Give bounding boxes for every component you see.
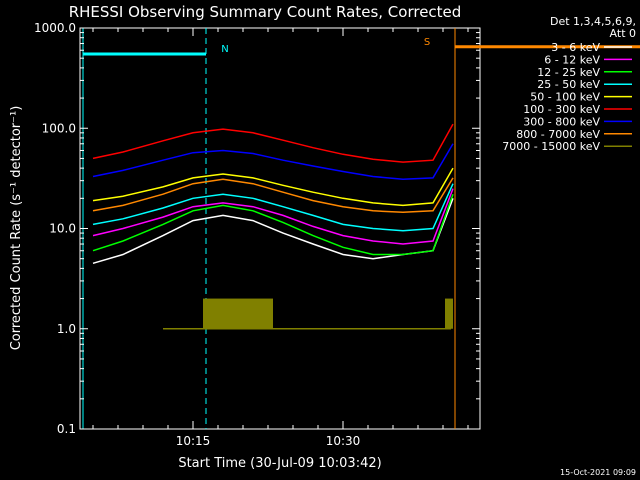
plot-frame bbox=[79, 27, 481, 430]
legend-label-6: 300 - 800 keV bbox=[523, 115, 600, 128]
series-bar-1 bbox=[445, 298, 453, 329]
series-line-1-0 bbox=[92, 188, 454, 245]
x-tick-label-1: 10:30 bbox=[326, 434, 361, 448]
chart-title: RHESSI Observing Summary Count Rates, Co… bbox=[69, 3, 462, 21]
series-line-4-0 bbox=[92, 167, 454, 207]
y-tick-label-1: 100.0 bbox=[42, 121, 76, 135]
series-lines bbox=[92, 123, 454, 330]
legend-header-line1: Det 1,3,4,5,6,9, bbox=[550, 15, 636, 28]
axis-ticks: 1000.0 100.0 10.0 1.0 0.1 10:15 10:30 bbox=[34, 21, 480, 448]
y-axis-label: Corrected Count Rate (s⁻¹ detector⁻¹) bbox=[9, 106, 24, 351]
legend-label-1: 6 - 12 keV bbox=[544, 53, 600, 66]
y-tick-label-0: 1000.0 bbox=[34, 21, 76, 35]
y-tick-label-3: 1.0 bbox=[57, 322, 76, 336]
legend-label-4: 50 - 100 keV bbox=[530, 91, 600, 104]
x-axis-label: Start Time (30-Jul-09 10:03:42) bbox=[178, 456, 381, 471]
y-tick-label-2: 10.0 bbox=[49, 222, 76, 236]
legend-label-8: 7000 - 15000 keV bbox=[502, 140, 600, 153]
series-line-6-0 bbox=[92, 143, 454, 180]
series-line-5-0 bbox=[92, 123, 454, 163]
series-line-2-0 bbox=[92, 193, 454, 256]
footer-timestamp: 15-Oct-2021 09:09 bbox=[560, 468, 636, 477]
series-line-7-0 bbox=[92, 177, 454, 214]
flag-label-n: N bbox=[221, 44, 228, 55]
legend-header-line2: Att 0 bbox=[610, 27, 636, 40]
legend-label-0: 3 - 6 keV bbox=[551, 41, 600, 54]
series-bar-0 bbox=[203, 298, 273, 329]
series-line-3-0 bbox=[92, 183, 454, 232]
legend-label-3: 25 - 50 keV bbox=[537, 78, 600, 91]
legend-label-7: 800 - 7000 keV bbox=[516, 128, 600, 141]
flag-label-s: S bbox=[424, 37, 430, 48]
y-tick-label-4: 0.1 bbox=[57, 422, 76, 436]
legend-label-2: 12 - 25 keV bbox=[537, 66, 600, 79]
flag-bars: NS bbox=[83, 37, 640, 56]
x-tick-label-0: 10:15 bbox=[176, 434, 211, 448]
legend-label-5: 100 - 300 keV bbox=[523, 103, 600, 116]
